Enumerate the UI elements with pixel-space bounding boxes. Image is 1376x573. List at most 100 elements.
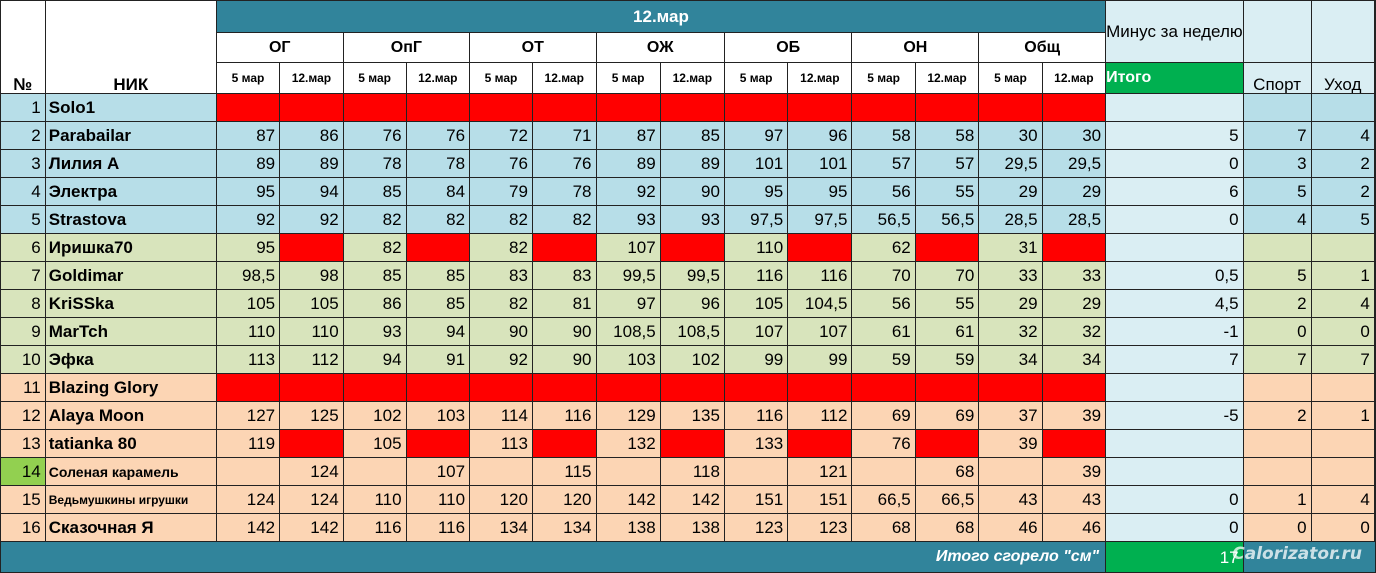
row-number: 14 <box>0 457 46 486</box>
itogo-cell: -1 <box>1105 317 1244 346</box>
edge-cell <box>1373 121 1376 150</box>
edge-cell <box>1373 149 1376 178</box>
measurement-cell: 95 <box>215 177 281 206</box>
uhod-cell: 5 <box>1310 205 1375 234</box>
measurement-cell: 110 <box>279 317 344 346</box>
missing-value-cell <box>405 93 471 122</box>
measurement-cell: 103 <box>595 345 661 374</box>
measurement-cell: 112 <box>279 345 344 374</box>
edge-cell <box>1373 485 1376 514</box>
row-number: 5 <box>0 205 46 234</box>
minus-week-header: Минус за неделю <box>1105 0 1244 63</box>
measurement-cell: 79 <box>469 177 533 206</box>
measurement-cell: 85 <box>342 177 407 206</box>
nik-cell: Соленая карамель <box>44 457 217 486</box>
table-row: 16 Сказочная Я 142 142 116 116 134 134 138 138 123… <box>0 513 1376 542</box>
group-header-6: Общ <box>978 32 1107 63</box>
missing-value-cell <box>659 429 725 458</box>
sport-cell: 2 <box>1242 289 1312 318</box>
measurement-cell: 123 <box>787 513 853 542</box>
sport-cell <box>1242 457 1312 486</box>
itogo-cell: 5 <box>1105 121 1244 150</box>
uhod-cell: 4 <box>1310 121 1375 150</box>
measurement-cell: 110 <box>405 485 471 514</box>
row-number: 11 <box>0 373 46 402</box>
measurement-cell: 103 <box>405 401 471 430</box>
row-number: 6 <box>0 233 46 262</box>
measurement-cell: 124 <box>215 485 281 514</box>
itogo-cell <box>1105 373 1244 402</box>
uhod-header-blank <box>1310 0 1375 63</box>
sport-cell: 4 <box>1242 205 1312 234</box>
measurement-cell: 119 <box>215 429 281 458</box>
date-header-b: 12.мар <box>1041 62 1107 94</box>
measurement-cell: 90 <box>531 345 597 374</box>
sport-cell <box>1242 233 1312 262</box>
measurement-cell: 120 <box>531 485 597 514</box>
measurement-cell: 118 <box>659 457 725 486</box>
measurement-cell: 56 <box>851 289 916 318</box>
measurement-cell: 151 <box>723 485 789 514</box>
measurement-cell: 85 <box>405 261 471 290</box>
missing-value-cell <box>659 373 725 402</box>
measurement-cell: 112 <box>787 401 853 430</box>
missing-value-cell <box>787 93 853 122</box>
measurement-cell: 76 <box>851 429 916 458</box>
measurement-cell: 93 <box>595 205 661 234</box>
itogo-cell <box>1105 233 1244 262</box>
measurement-cell: 99 <box>787 345 853 374</box>
missing-value-cell <box>914 429 980 458</box>
edge-cell <box>1373 513 1376 542</box>
footer-row: Итого сгорело "см" 17 <box>0 541 1376 573</box>
edge-cell <box>1373 457 1376 486</box>
missing-value-cell <box>914 233 980 262</box>
measurement-cell: 115 <box>531 457 597 486</box>
nik-cell: tatianka 80 <box>44 429 217 458</box>
measurement-cell: 68 <box>851 513 916 542</box>
measurement-cell: 90 <box>469 317 533 346</box>
uhod-cell: 2 <box>1310 177 1375 206</box>
measurement-cell: 94 <box>405 317 471 346</box>
uhod-cell <box>1310 457 1375 486</box>
uhod-cell <box>1310 373 1375 402</box>
table-row: 11 Blazing Glory <box>0 373 1376 402</box>
uhod-cell: 1 <box>1310 401 1375 430</box>
measurement-cell: 46 <box>978 513 1043 542</box>
measurement-cell: 59 <box>914 345 980 374</box>
measurement-cell: 97,5 <box>723 205 789 234</box>
measurement-cell: 72 <box>469 121 533 150</box>
measurement-cell: 33 <box>978 261 1043 290</box>
measurement-cell: 43 <box>978 485 1043 514</box>
date-header-a: 5 мар <box>851 62 916 94</box>
measurement-cell: 121 <box>787 457 853 486</box>
measurement-cell: 29 <box>978 177 1043 206</box>
date-header-a: 5 мар <box>342 62 407 94</box>
date-header-b: 12.мар <box>279 62 344 94</box>
sport-cell: 7 <box>1242 345 1312 374</box>
measurement-cell: 57 <box>851 149 916 178</box>
measurement-cell: 116 <box>405 513 471 542</box>
measurement-cell: 132 <box>595 429 661 458</box>
sport-cell <box>1242 93 1312 122</box>
measurement-cell: 82 <box>531 205 597 234</box>
measurement-cell: 87 <box>595 121 661 150</box>
edge-cell <box>1373 317 1376 346</box>
measurement-cell: 116 <box>723 401 789 430</box>
measurement-cell: 83 <box>531 261 597 290</box>
measurement-cell: 142 <box>215 513 281 542</box>
missing-value-cell <box>851 93 916 122</box>
measurement-cell: 116 <box>723 261 789 290</box>
measurement-cell: 89 <box>215 149 281 178</box>
sport-cell: 5 <box>1242 261 1312 290</box>
measurement-cell: 70 <box>914 261 980 290</box>
measurement-cell <box>342 457 407 486</box>
uhod-cell: 0 <box>1310 317 1375 346</box>
itogo-cell <box>1105 457 1244 486</box>
measurement-cell: 129 <box>595 401 661 430</box>
measurement-cell: 135 <box>659 401 725 430</box>
measurement-cell: 34 <box>978 345 1043 374</box>
missing-value-cell <box>342 373 407 402</box>
group-header-0: ОГ <box>215 32 344 63</box>
measurement-cell: 97,5 <box>787 205 853 234</box>
